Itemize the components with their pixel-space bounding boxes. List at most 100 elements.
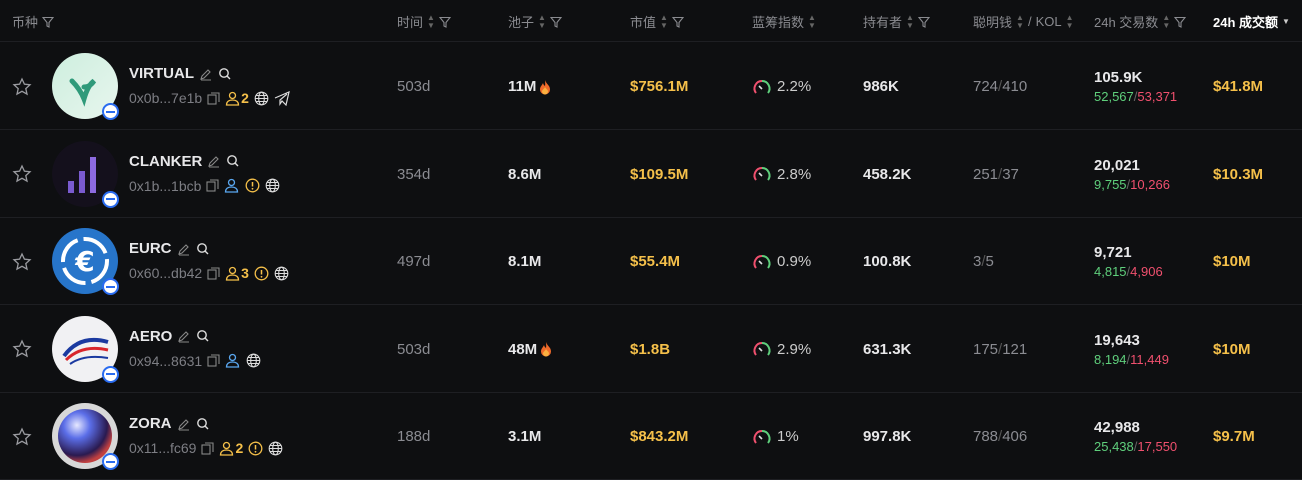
user-count: 2 (241, 90, 249, 106)
chain-badge-icon (102, 278, 119, 295)
sort-icon[interactable]: ▲ ▼ (1016, 12, 1024, 30)
warning-icon[interactable] (245, 178, 260, 193)
separator: / (1133, 439, 1138, 454)
filter-icon[interactable] (917, 16, 930, 28)
col-token[interactable]: 币种 (12, 12, 55, 31)
col-volume[interactable]: 24h 成交额 ▼ (1213, 12, 1290, 31)
filter-icon[interactable] (1174, 16, 1187, 28)
col-pool[interactable]: 池子 ▲ ▼ (508, 12, 562, 31)
copy-icon[interactable] (207, 91, 220, 105)
sort-icon[interactable]: ▲ ▼ (427, 12, 435, 30)
txns-total: 20,021 (1094, 156, 1140, 174)
col-smart-kol[interactable]: 聪明钱 ▲ ▼ / KOL ▲ ▼ (973, 12, 1074, 31)
holders-link[interactable] (225, 353, 241, 368)
sort-icon[interactable]: ▼ (1282, 16, 1290, 26)
edit-icon[interactable] (207, 154, 221, 168)
warning-icon[interactable] (248, 441, 263, 456)
favorite-star-icon[interactable] (12, 393, 32, 480)
separator: / (998, 428, 1003, 445)
favorite-star-icon[interactable] (12, 306, 32, 393)
search-icon[interactable] (196, 242, 210, 256)
sort-icon[interactable]: ▲ ▼ (808, 12, 816, 30)
col-label: 时间 (397, 15, 424, 30)
sort-icon[interactable]: ▲ ▼ (906, 12, 914, 30)
telegram-icon[interactable] (274, 90, 290, 106)
search-icon[interactable] (196, 329, 210, 343)
edit-icon[interactable] (177, 417, 191, 431)
holders-link[interactable]: 3 (225, 265, 249, 281)
txns-total: 19,643 (1094, 331, 1140, 349)
filter-icon[interactable] (42, 16, 55, 28)
token-name[interactable]: VIRTUAL (129, 65, 194, 82)
sells: 10,266 (1130, 176, 1170, 192)
search-icon[interactable] (218, 67, 232, 81)
col-holders[interactable]: 持有者 ▲ ▼ (863, 12, 930, 31)
sort-icon[interactable]: ▲ ▼ (1065, 12, 1074, 30)
copy-icon[interactable] (201, 441, 215, 455)
token-avatar (52, 403, 118, 469)
edit-icon[interactable] (199, 67, 213, 81)
globe-icon[interactable] (274, 266, 289, 281)
table-row[interactable]: ZORA 0x11...fc69 2 188d 3.1M $843.2M 1% … (0, 393, 1302, 480)
txns-cell: 20,021 9,755/10,266 (1094, 131, 1170, 218)
pool-cell: 11M (508, 43, 551, 130)
copy-icon[interactable] (206, 179, 219, 192)
separator: / (1126, 351, 1131, 367)
holders-link[interactable] (224, 178, 240, 193)
holders-link[interactable]: 2 (225, 90, 249, 106)
pool-value: 11M (508, 78, 537, 95)
pool-cell: 3.1M (508, 393, 541, 480)
copy-icon[interactable] (207, 354, 220, 367)
token-address: 0x60...db42 (129, 265, 203, 281)
search-icon[interactable] (226, 154, 240, 168)
token-name[interactable]: EURC (129, 240, 172, 257)
col-bluechip[interactable]: 蓝筹指数 ▲ ▼ (752, 12, 816, 31)
globe-icon[interactable] (246, 353, 261, 368)
copy-icon[interactable] (207, 266, 220, 280)
sort-icon[interactable]: ▲ ▼ (660, 12, 668, 30)
filter-icon[interactable] (549, 16, 562, 28)
volume-24h: $10M (1213, 253, 1251, 270)
warning-icon[interactable] (254, 266, 269, 281)
globe-icon[interactable] (254, 91, 269, 106)
market-cap: $843.2M (630, 428, 689, 445)
search-icon[interactable] (196, 417, 210, 431)
table-row[interactable]: € EURC 0x60...db42 3 497d 8.1M $55.4M 0.… (0, 218, 1302, 305)
token-name[interactable]: AERO (129, 327, 173, 345)
fire-icon (539, 79, 551, 95)
holders-count: 997.8K (863, 428, 912, 445)
chain-badge-icon (102, 190, 119, 208)
token-name[interactable]: ZORA (129, 415, 172, 432)
smart-money: 251 (973, 165, 999, 183)
table-row[interactable]: CLANKER 0x1b...1bcb 354d 8.6M $109.5M 2.… (0, 131, 1302, 218)
holders-link[interactable]: 2 (219, 440, 243, 456)
txns-cell: 19,643 8,194/11,449 (1094, 306, 1169, 393)
chain-badge-icon (102, 365, 119, 383)
edit-icon[interactable] (177, 329, 191, 343)
filter-icon[interactable] (671, 16, 684, 28)
globe-icon[interactable] (268, 441, 283, 456)
separator: / (998, 78, 1003, 95)
table-row[interactable]: AERO 0x94...8631 503d 48M $1.8B 2.9% 631… (0, 306, 1302, 393)
separator: / (1126, 176, 1131, 192)
volume-24h: $10.3M (1213, 165, 1264, 183)
sort-icon[interactable]: ▲ ▼ (538, 12, 546, 30)
col-mcap[interactable]: 市值 ▲ ▼ (630, 12, 684, 31)
favorite-star-icon[interactable] (12, 131, 32, 218)
bluechip-cell: 2.9% (752, 306, 811, 393)
favorite-star-icon[interactable] (12, 218, 32, 305)
token-name[interactable]: CLANKER (129, 152, 203, 170)
filter-icon[interactable] (438, 16, 451, 28)
favorite-star-icon[interactable] (12, 43, 32, 130)
sort-icon[interactable]: ▲ ▼ (1162, 12, 1171, 30)
pool-value: 48M (508, 340, 538, 358)
col-txns[interactable]: 24h 交易数 ▲ ▼ (1094, 12, 1187, 31)
user-count: 2 (235, 440, 244, 456)
volume-24h: $9.7M (1213, 428, 1255, 445)
edit-icon[interactable] (177, 242, 191, 256)
globe-icon[interactable] (265, 178, 280, 193)
kol-count: 121 (1002, 340, 1028, 358)
table-row[interactable]: VIRTUAL 0x0b...7e1b 2 503d 11M $756.1M 2… (0, 43, 1302, 130)
col-time[interactable]: 时间 ▲ ▼ (397, 12, 451, 31)
gauge-icon (752, 253, 772, 271)
